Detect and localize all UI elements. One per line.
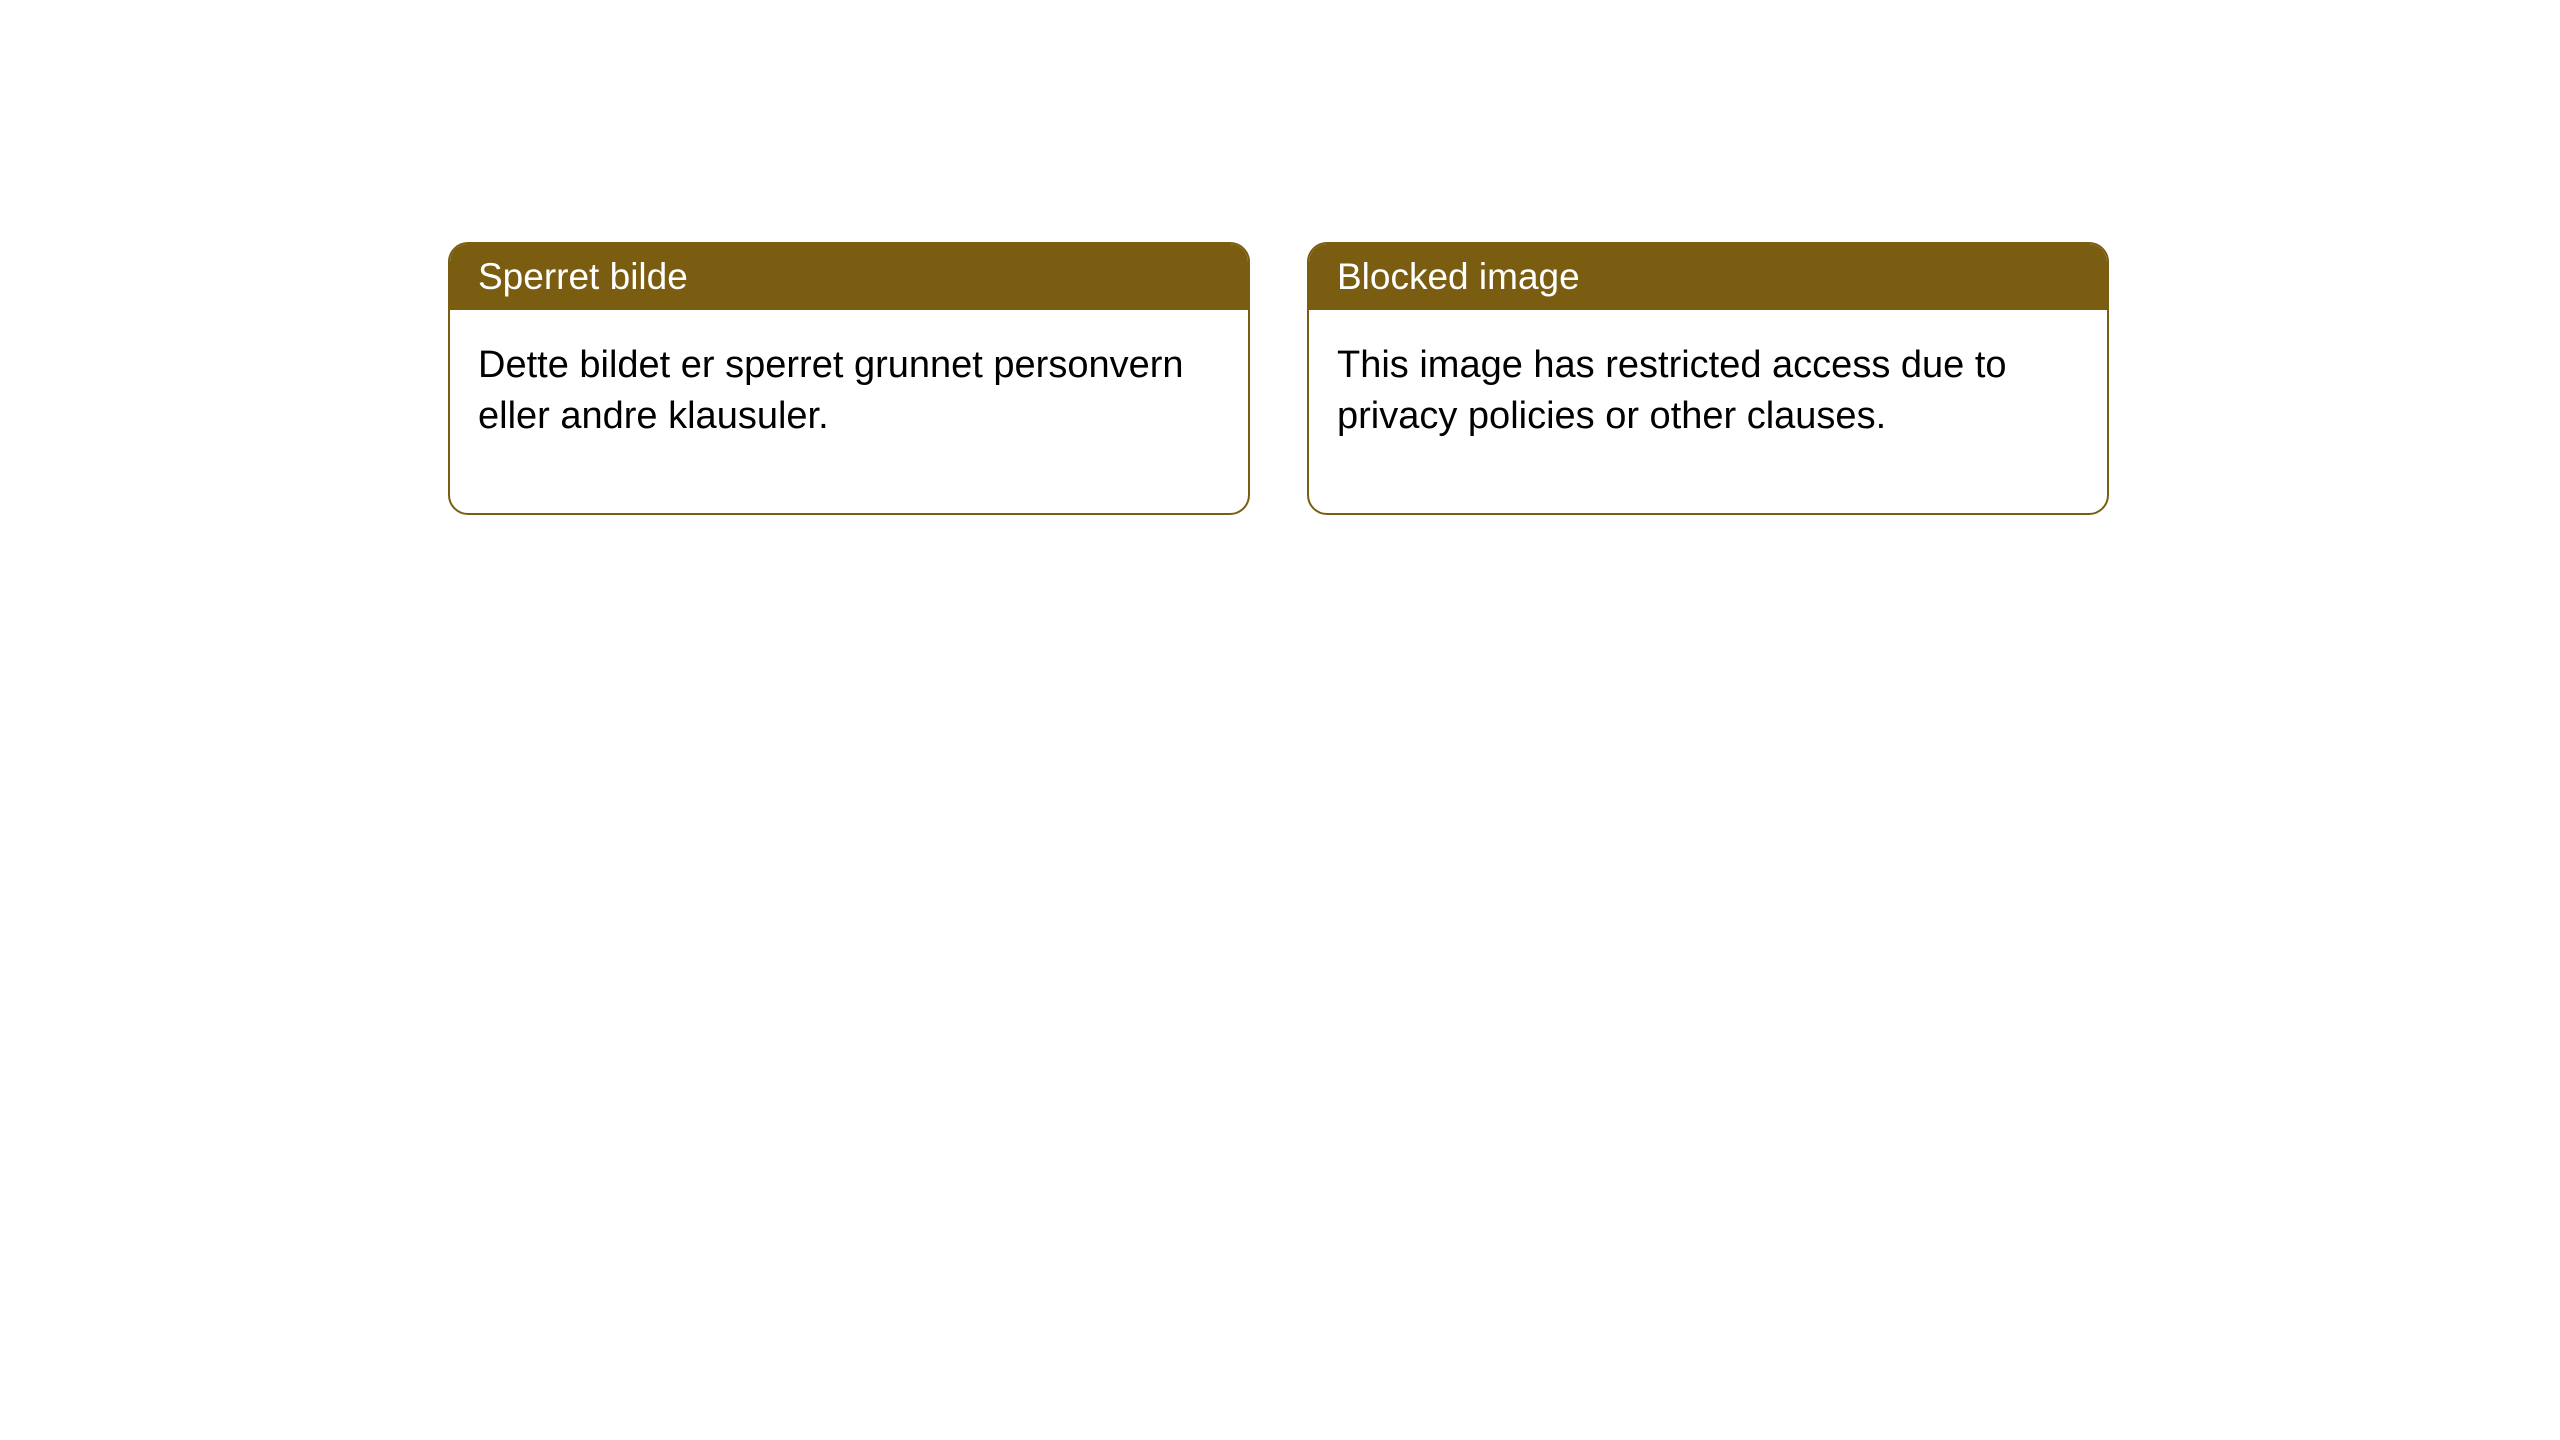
notice-header: Sperret bilde — [450, 244, 1248, 310]
notice-title: Blocked image — [1337, 256, 1580, 297]
notice-title: Sperret bilde — [478, 256, 688, 297]
notice-message: This image has restricted access due to … — [1337, 344, 2007, 437]
notice-header: Blocked image — [1309, 244, 2107, 310]
notice-message: Dette bildet er sperret grunnet personve… — [478, 344, 1184, 437]
notice-card-english: Blocked image This image has restricted … — [1307, 242, 2109, 515]
notice-body: This image has restricted access due to … — [1309, 310, 2107, 513]
notice-container: Sperret bilde Dette bildet er sperret gr… — [448, 242, 2109, 515]
notice-body: Dette bildet er sperret grunnet personve… — [450, 310, 1248, 513]
notice-card-norwegian: Sperret bilde Dette bildet er sperret gr… — [448, 242, 1250, 515]
